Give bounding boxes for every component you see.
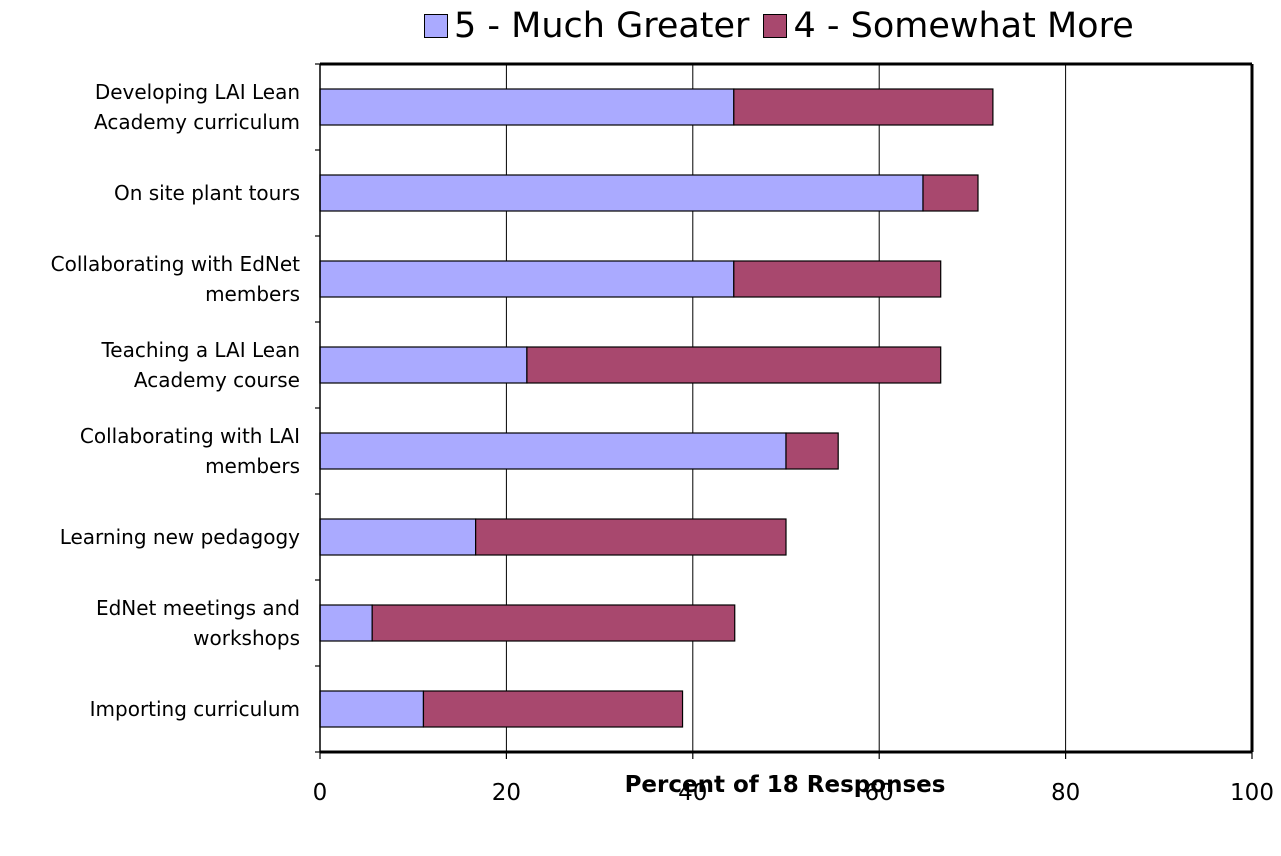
x-tick-label: 0 bbox=[312, 780, 328, 806]
y-category-label: EdNet meetings and workshops bbox=[0, 593, 300, 653]
bar-series-1 bbox=[319, 260, 735, 298]
bar-series-1 bbox=[319, 604, 373, 642]
y-category-label-line: Teaching a LAI Lean bbox=[101, 338, 300, 362]
y-category-label-line: workshops bbox=[193, 626, 300, 650]
legend-item-series-2: 4 - Somewhat More bbox=[763, 6, 1134, 46]
bar-series-2 bbox=[785, 432, 839, 470]
y-category-label: Teaching a LAI Lean Academy course bbox=[0, 335, 300, 395]
legend-swatch-series-2 bbox=[763, 14, 788, 38]
y-category-label-line: On site plant tours bbox=[113, 181, 300, 205]
legend-label-series-1: 5 - Much Greater bbox=[454, 6, 750, 46]
y-category-label-line: Importing curriculum bbox=[89, 697, 300, 721]
chart-legend: 5 - Much Greater 4 - Somewhat More bbox=[424, 6, 1148, 46]
legend-label-series-2: 4 - Somewhat More bbox=[793, 6, 1134, 46]
x-tick-label: 60 bbox=[864, 780, 894, 806]
bar-series-1 bbox=[319, 346, 528, 384]
y-category-label: Learning new pedagogy bbox=[0, 522, 300, 552]
x-tick-label: 20 bbox=[491, 780, 522, 806]
x-axis-title: Percent of 18 Responses bbox=[624, 772, 946, 798]
y-category-label-line: Academy course bbox=[133, 368, 300, 392]
bar-series-1 bbox=[319, 518, 477, 556]
y-category-label-line: EdNet meetings and bbox=[95, 596, 300, 620]
bar-series-2 bbox=[371, 604, 736, 642]
legend-swatch-series-1 bbox=[424, 14, 448, 38]
y-category-label-line: Academy curriculum bbox=[94, 110, 300, 134]
y-category-label: Collaborating with EdNet members bbox=[0, 249, 300, 309]
y-category-label-line: members bbox=[205, 454, 300, 478]
bar-series-2 bbox=[733, 260, 942, 298]
y-category-label: On site plant tours bbox=[0, 178, 300, 208]
bar-series-1 bbox=[319, 690, 425, 728]
bar-series-1 bbox=[319, 88, 735, 126]
y-category-label-line: Collaborating with EdNet bbox=[50, 252, 300, 276]
y-category-label-line: members bbox=[205, 282, 300, 306]
y-category-label: Developing LAI Lean Academy curriculum bbox=[0, 77, 300, 137]
y-category-label-line: Collaborating with LAI bbox=[79, 424, 300, 448]
y-category-label-line: Learning new pedagogy bbox=[59, 525, 300, 549]
x-tick-label: 80 bbox=[1050, 780, 1081, 806]
x-tick-label: 40 bbox=[678, 780, 708, 806]
y-category-label: Collaborating with LAI members bbox=[0, 421, 300, 481]
bar-series-1 bbox=[319, 432, 787, 470]
bar-series-1 bbox=[319, 174, 924, 212]
bar-series-2 bbox=[526, 346, 942, 384]
bar-series-2 bbox=[422, 690, 684, 728]
bar-series-2 bbox=[922, 174, 979, 212]
y-category-label: Importing curriculum bbox=[0, 694, 300, 724]
bar-series-2 bbox=[475, 518, 787, 556]
x-tick-label: 100 bbox=[1230, 780, 1274, 806]
y-category-label-line: Developing LAI Lean bbox=[94, 80, 300, 104]
bar-series-2 bbox=[733, 88, 994, 126]
legend-item-series-1: 5 - Much Greater bbox=[424, 6, 749, 46]
